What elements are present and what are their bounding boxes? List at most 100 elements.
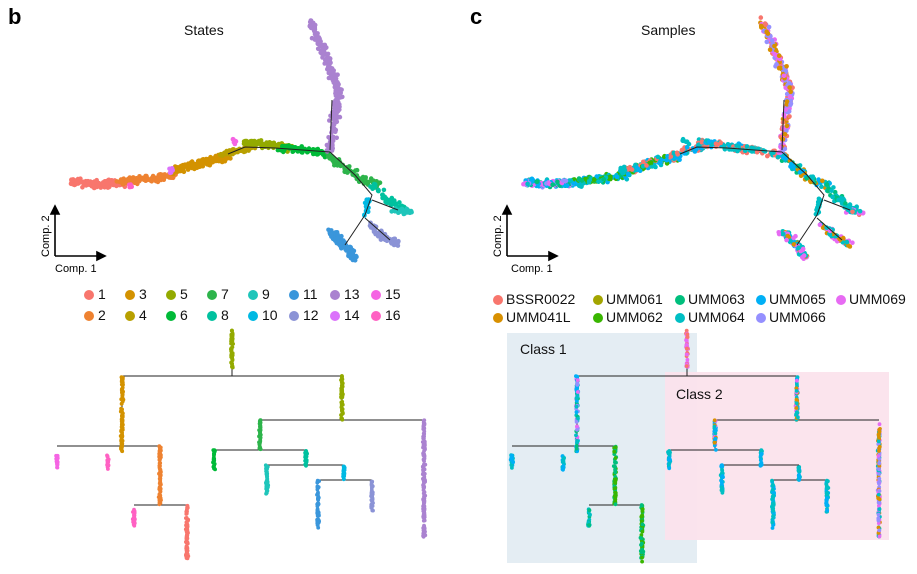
tree-node-points [369,479,374,484]
state-11-point [327,230,333,236]
legend-state-5: 5 [166,286,188,302]
state-13-point [335,99,341,105]
sample-umm041l-point [785,233,791,239]
tree-node-points [613,481,618,485]
tree-node-points [316,485,321,489]
legend-dot [756,313,766,323]
state-3-point [206,162,211,167]
sample-bssr0022-point [754,149,760,155]
tree-node-points [340,394,345,398]
state-8-point [393,202,399,208]
state-13-point [315,46,321,52]
state-7-point [327,156,333,161]
panel-letter-b: b [8,4,22,29]
tree-node-points [574,446,579,451]
state-11-point [329,234,334,239]
state-1-point [78,176,83,181]
sample-umm066-point [774,62,779,67]
sample-umm065-point [789,161,794,167]
state-3-point [179,168,185,173]
comp2-label-c: Comp. 2 [492,215,504,257]
tree-node-points [612,449,617,454]
state-3-point [198,162,203,168]
state-13-point [309,35,315,41]
state-12-point [373,224,379,229]
tree-node-points [877,457,882,461]
legend-label: UMM062 [606,309,663,325]
tree-node-points [640,529,645,534]
sample-umm041l-point [798,173,804,179]
legend-dot [207,290,217,300]
tree-node-points [212,457,217,461]
legend-sample-umm066: UMM066 [756,309,826,325]
sample-umm065-point [594,174,599,179]
comp1-label-b: Comp. 1 [55,263,97,275]
tree-node-points [796,465,801,470]
sample-umm064-point [620,170,625,176]
tree-node-points [184,556,189,560]
tree-node-points [317,479,321,483]
legend-dot [125,290,135,300]
tree-node-points [157,492,162,497]
state-12-point [389,241,394,246]
state-5-point [267,140,272,145]
tree-node-points [316,496,320,501]
sample-umm063-point [843,201,848,206]
sample-umm063-point [601,177,606,182]
tree-node-points [771,493,776,498]
sample-umm064-point [780,231,786,237]
legend-state-14: 14 [330,307,360,323]
state-2-point [114,179,120,184]
tree-node-points [877,507,882,511]
tree-node-points [575,424,579,429]
sample-umm065-point [677,157,682,162]
tree-node-points [120,422,125,426]
legend-state-15: 15 [371,286,401,302]
tree-node-points [265,477,269,482]
legend-dot [593,313,603,323]
tree-node-points [613,497,618,502]
state-13-point [329,130,334,135]
state-11-point [353,253,359,259]
tree-node-points [229,360,234,365]
legend-dot [371,311,381,321]
legend-label: 8 [221,307,229,323]
tree-node-points [341,472,346,476]
panel-title-samples: Samples [641,22,696,38]
state-7-point [338,163,343,169]
tree-node-points [230,357,235,362]
state-13-point [331,126,337,131]
state-16-point [129,184,134,189]
tree-node-points [421,504,425,509]
tree-node-points [119,428,124,433]
tree-node-points [588,512,592,517]
tree-node-points [422,485,426,490]
tree-node-points [795,382,799,387]
tree-node-points [876,516,881,521]
tree-node-points [613,460,617,465]
tree-node-points [685,332,690,337]
state-2-point [155,175,161,180]
sample-bssr0022-point [765,153,770,159]
legend-dot [330,290,340,300]
tree-node-points [511,460,515,465]
legend-dot [675,313,685,323]
tree-node-points [575,383,580,387]
tree-node-points [422,511,427,515]
sample-umm064-point [830,194,835,200]
scatter-states [68,18,414,263]
sample-umm069-point [787,94,793,99]
tree-node-points [877,422,882,427]
class1-label: Class 1 [520,341,567,357]
class2-region [665,372,889,540]
sample-umm069-point [776,150,782,155]
tree-node-points [263,463,268,468]
tree-node-points [795,378,799,383]
state-5-point [243,138,248,144]
state-11-point [352,258,358,263]
trajectory-line [329,151,373,246]
tree-node-points [575,378,580,382]
tree-node-points [796,415,800,420]
state-5-point [249,142,254,147]
tree-node-points [316,493,320,498]
